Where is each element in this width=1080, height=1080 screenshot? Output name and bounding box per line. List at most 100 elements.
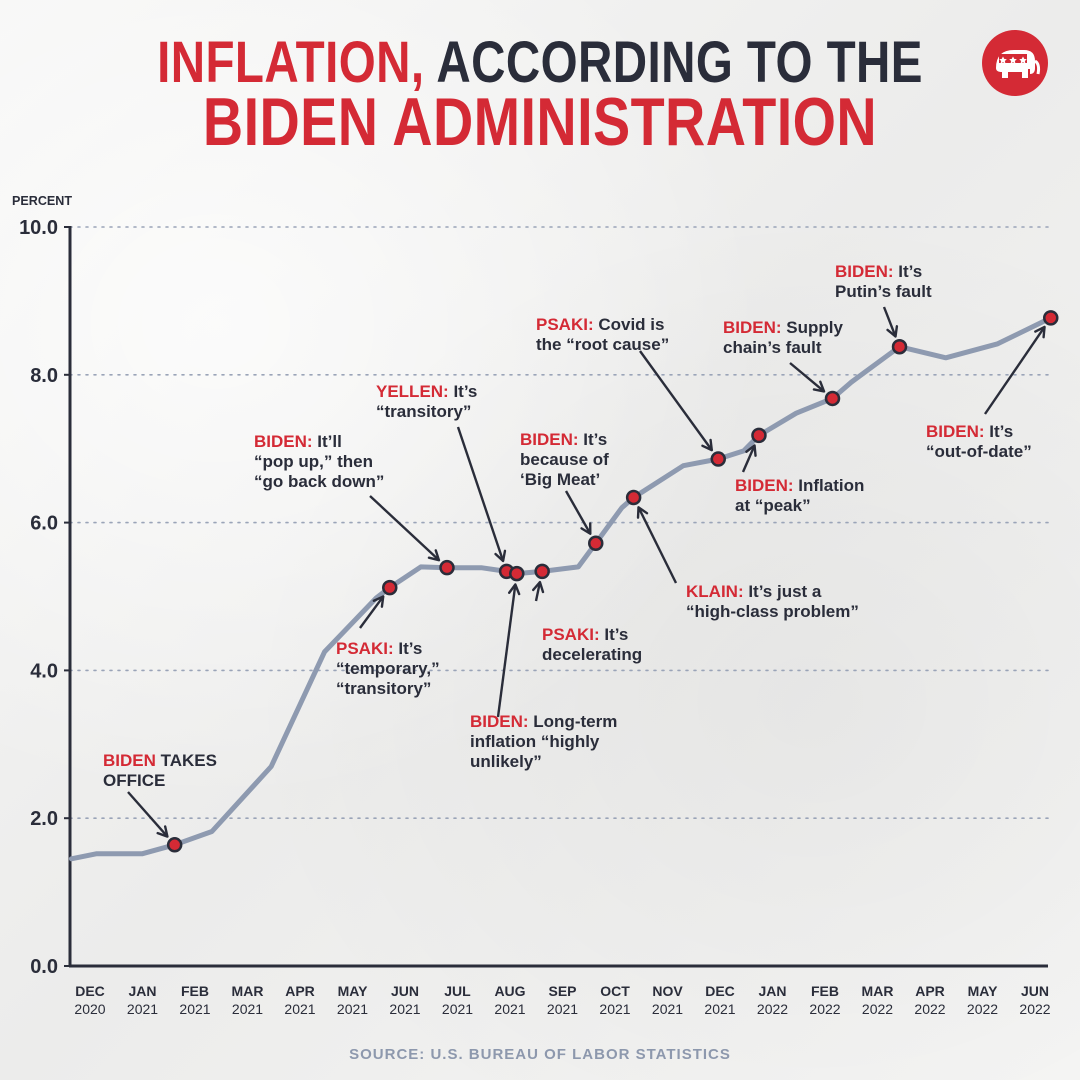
annotation-speaker: BIDEN:: [470, 712, 529, 731]
annotation-arrow: [496, 584, 517, 718]
x-tick-year: 2021: [127, 1001, 158, 1017]
data-point-marker: [625, 489, 642, 506]
annotation-speaker: BIDEN: [103, 751, 156, 770]
annotation-text: It’s: [894, 262, 923, 281]
annotation-text: Inflation: [794, 476, 865, 495]
annotation-arrow: [359, 595, 385, 629]
annotation-speaker: BIDEN:: [926, 422, 985, 441]
x-tick-month: APR: [285, 983, 315, 999]
annotation-text: ‘Big Meat’: [520, 470, 600, 489]
annotation-arrowhead: [580, 522, 592, 535]
annotation-label: BIDEN TAKES OFFICE: [103, 751, 217, 790]
annotation-speaker: BIDEN:: [723, 318, 782, 337]
annotation-arrowhead: [701, 438, 713, 452]
title-line-2: BIDEN ADMINISTRATION: [202, 84, 878, 160]
annotation-text: the “root cause”: [536, 335, 669, 354]
x-tick-year: 2021: [442, 1001, 473, 1017]
annotation-text: “transitory”: [336, 679, 431, 698]
annotation-text: decelerating: [542, 645, 642, 664]
annotation-arrowhead: [812, 380, 826, 393]
title-line-1: INFLATION, ACCORDING TO THE: [97, 32, 983, 94]
title-highlight: INFLATION,: [157, 30, 425, 95]
annotation-label: BIDEN: It’s because of ‘Big Meat’: [520, 430, 609, 489]
data-point-marker: [588, 535, 604, 552]
annotation-text: “transitory”: [376, 402, 471, 421]
x-tick-year: 2022: [862, 1001, 893, 1017]
annotation-text: It’ll: [313, 432, 342, 451]
annotation-speaker: BIDEN:: [835, 262, 894, 281]
x-tick-month: DEC: [705, 983, 735, 999]
x-tick-month: APR: [915, 983, 945, 999]
annotation-text: Long-term: [529, 712, 618, 731]
x-tick-month: JUN: [1021, 983, 1049, 999]
x-tick-year: 2021: [337, 1001, 368, 1017]
annotation-arrowhead: [636, 506, 649, 519]
annotation-text: It’s: [449, 382, 478, 401]
y-tick-label: 0.0: [30, 956, 58, 978]
x-tick-year: 2022: [809, 1001, 840, 1017]
data-point-marker: [1043, 310, 1059, 326]
annotation-speaker: PSAKI:: [536, 315, 594, 334]
data-point-marker: [751, 427, 767, 444]
annotation-arrowhead: [1034, 325, 1046, 339]
x-tick-month: SEP: [548, 983, 576, 999]
annotation-label: YELLEN: It’s “transitory”: [376, 382, 477, 421]
annotation-text: at “peak”: [735, 496, 811, 515]
x-tick-month: JAN: [758, 983, 786, 999]
x-tick-month: MAY: [338, 983, 368, 999]
annotation-speaker: PSAKI:: [336, 639, 394, 658]
annotation-text: It’s: [394, 639, 423, 658]
data-point-marker: [382, 579, 398, 596]
annotation-arrow: [369, 495, 440, 562]
annotation-text: unlikely”: [470, 752, 542, 771]
x-tick-year: 2022: [914, 1001, 945, 1017]
y-tick-label: 10.0: [19, 217, 58, 239]
annotation-label: KLAIN: It’s just a “high-class problem”: [686, 582, 859, 621]
x-tick-month: JAN: [128, 983, 156, 999]
annotation-label: BIDEN: It’s Putin’s fault: [835, 262, 932, 301]
x-tick-year: 2020: [74, 1001, 105, 1017]
x-tick-year: 2021: [389, 1001, 420, 1017]
gop-elephant-icon: [982, 30, 1048, 96]
annotation-text: “out-of-date”: [926, 442, 1032, 461]
annotation-arrowhead: [494, 549, 507, 563]
x-tick-year: 2021: [179, 1001, 210, 1017]
annotation-text: Putin’s fault: [835, 282, 932, 301]
annotation-text: Supply: [782, 318, 844, 337]
annotation-arrow: [789, 362, 825, 393]
annotation-speaker: BIDEN:: [254, 432, 313, 451]
data-point-marker: [439, 559, 455, 576]
annotation-arrowhead: [427, 549, 441, 562]
x-tick-year: 2021: [284, 1001, 315, 1017]
title-rest: ACCORDING TO THE: [424, 30, 923, 95]
annotation-label: PSAKI: It’s decelerating: [542, 625, 642, 664]
x-tick-month: NOV: [652, 983, 683, 999]
data-point-marker: [166, 837, 183, 853]
data-point-marker: [710, 451, 726, 467]
annotation-text: “pop up,” then: [254, 452, 373, 471]
annotation-label: BIDEN: Supply chain’s fault: [723, 318, 844, 357]
x-tick-year: 2021: [599, 1001, 630, 1017]
y-axis-label: PERCENT: [12, 193, 72, 208]
annotation-label: BIDEN: It’s “out-of-date”: [926, 422, 1032, 461]
x-tick-month: JUL: [444, 983, 471, 999]
data-point-marker: [534, 563, 550, 580]
x-tick-year: 2022: [1019, 1001, 1050, 1017]
annotation-label: BIDEN: Inflation at “peak”: [735, 476, 864, 515]
annotation-arrowhead: [745, 444, 757, 457]
data-point-marker: [509, 565, 525, 582]
annotation-arrow: [741, 445, 756, 473]
annotation-text: TAKES: [156, 751, 217, 770]
annotation-arrowhead: [886, 325, 899, 338]
annotation-arrow: [639, 350, 713, 451]
x-tick-year: 2021: [547, 1001, 578, 1017]
series-line: [68, 315, 1054, 862]
y-tick-label: 8.0: [30, 365, 58, 387]
annotation-arrow: [534, 581, 542, 602]
annotation-label: BIDEN: Long-term inflation “highly unlikel…: [470, 712, 617, 771]
annotation-label: BIDEN: It’ll “pop up,” then “go back down”: [254, 432, 384, 491]
annotation-text: “go back down”: [254, 472, 384, 491]
x-tick-month: AUG: [494, 983, 525, 999]
